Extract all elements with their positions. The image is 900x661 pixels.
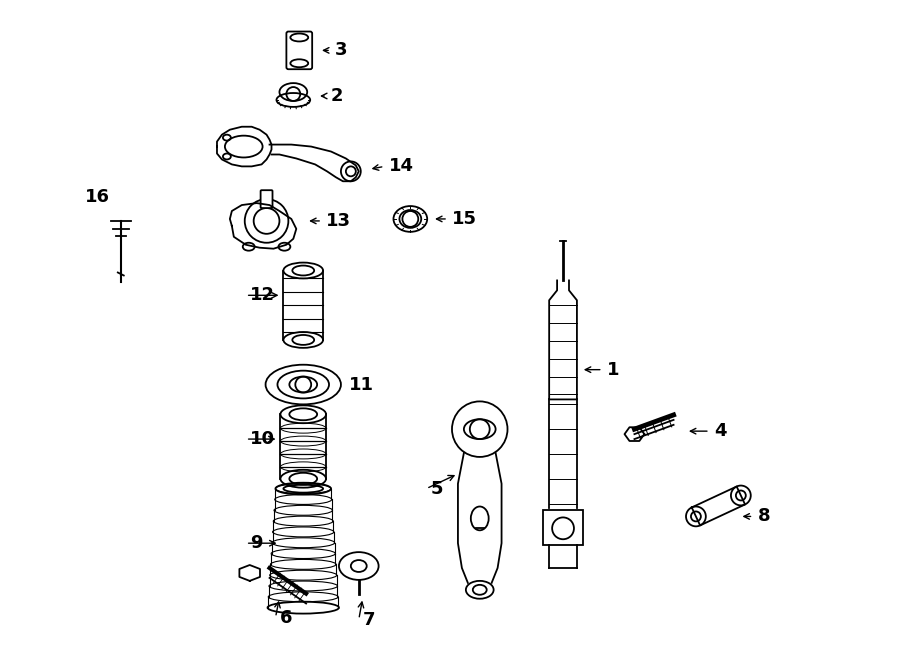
Text: 16: 16: [86, 188, 110, 206]
Text: 4: 4: [714, 422, 726, 440]
Text: 1: 1: [607, 361, 619, 379]
Text: 3: 3: [335, 42, 347, 59]
Text: 9: 9: [249, 534, 262, 552]
Text: 14: 14: [389, 157, 413, 175]
Text: 15: 15: [452, 210, 477, 228]
Text: 2: 2: [331, 87, 344, 105]
Text: 10: 10: [249, 430, 274, 448]
Text: 7: 7: [363, 611, 375, 629]
FancyBboxPatch shape: [544, 510, 583, 545]
FancyBboxPatch shape: [286, 32, 312, 69]
Text: 8: 8: [758, 508, 770, 525]
Text: 5: 5: [430, 480, 443, 498]
Text: 13: 13: [326, 212, 351, 230]
Text: 11: 11: [349, 375, 373, 393]
Text: 6: 6: [279, 609, 292, 627]
Text: 12: 12: [249, 286, 274, 304]
FancyBboxPatch shape: [261, 190, 273, 208]
